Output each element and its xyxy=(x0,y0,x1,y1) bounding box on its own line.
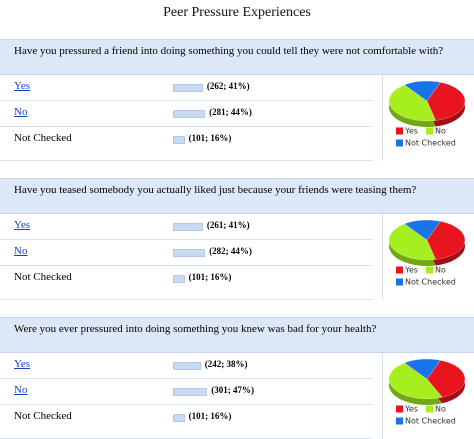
legend-label: Not Checked xyxy=(405,417,456,426)
option-row xyxy=(0,266,372,300)
pie-chart: Yes No Not Checked xyxy=(388,219,466,287)
legend-label: Yes xyxy=(404,266,418,275)
legend-swatch xyxy=(396,417,403,425)
pie-slice xyxy=(388,223,436,261)
option-row xyxy=(0,75,372,101)
result-text: (242; 38%) xyxy=(204,359,248,369)
legend-swatch xyxy=(396,278,403,286)
option-label: Not Checked xyxy=(14,271,72,283)
pie-panel: Yes No Not Checked xyxy=(382,214,469,300)
legend-label: Yes xyxy=(404,405,418,414)
result-text: (101; 16%) xyxy=(188,133,232,143)
legend-label: No xyxy=(435,405,446,414)
option-row xyxy=(0,240,372,266)
pie-slice xyxy=(426,82,466,121)
question-header: Have you pressured a friend into doing s… xyxy=(0,39,474,75)
question-header: Were you ever pressured into doing somet… xyxy=(0,317,474,353)
pie-slice xyxy=(426,221,466,260)
result-text: (261; 41%) xyxy=(206,220,250,230)
option-row xyxy=(0,353,372,379)
legend-label: Yes xyxy=(404,127,418,136)
result-bar xyxy=(173,84,203,92)
result-text: (301; 47%) xyxy=(211,385,255,395)
legend-label: No xyxy=(435,127,446,136)
pie-slice xyxy=(404,358,441,380)
result-bar xyxy=(173,223,203,231)
legend-swatch xyxy=(396,139,403,147)
pie-slice xyxy=(426,360,466,398)
legend-label: Not Checked xyxy=(405,139,456,148)
legend-swatch xyxy=(396,266,403,274)
option-row xyxy=(0,214,372,240)
legend-swatch xyxy=(396,405,403,413)
option-link[interactable]: No xyxy=(14,384,28,396)
pie-slice xyxy=(388,84,436,122)
legend-swatch xyxy=(426,405,433,413)
option-label: Not Checked xyxy=(14,410,72,422)
legend-swatch xyxy=(426,266,433,274)
result-bar xyxy=(173,362,201,370)
legend-label: No xyxy=(435,266,446,275)
legend-swatch xyxy=(426,127,433,135)
pie-chart: Yes No Not Checked xyxy=(388,358,466,426)
result-bar xyxy=(173,414,185,422)
legend-label: Not Checked xyxy=(405,278,456,287)
result-text: (101; 16%) xyxy=(188,272,232,282)
pie-slice xyxy=(404,80,441,102)
result-bar xyxy=(173,275,185,283)
option-row xyxy=(0,379,372,405)
option-row xyxy=(0,101,372,127)
result-text: (101; 16%) xyxy=(188,411,232,421)
option-link[interactable]: Yes xyxy=(14,80,31,92)
result-bar xyxy=(173,388,208,396)
pie-chart: Yes No Not Checked xyxy=(388,80,466,148)
question-header: Have you teased somebody you actually li… xyxy=(0,178,474,214)
pie-panel: Yes No Not Checked xyxy=(382,353,469,439)
option-link[interactable]: No xyxy=(14,106,28,118)
option-link[interactable]: Yes xyxy=(14,358,31,370)
result-text: (282; 44%) xyxy=(209,246,252,256)
pie-slice xyxy=(388,362,443,400)
legend-swatch xyxy=(396,127,403,135)
option-link[interactable]: Yes xyxy=(14,219,31,231)
pie-slice xyxy=(404,219,441,241)
option-link[interactable]: No xyxy=(14,245,28,257)
option-label: Not Checked xyxy=(14,132,72,144)
option-row xyxy=(0,127,372,161)
result-text: (281; 44%) xyxy=(209,107,252,117)
result-bar xyxy=(173,136,185,144)
result-bar xyxy=(173,110,206,118)
page-title: Peer Pressure Experiences xyxy=(163,5,311,20)
pie-panel: Yes No Not Checked xyxy=(382,75,469,161)
result-text: (262; 41%) xyxy=(206,81,250,91)
result-bar xyxy=(173,249,206,257)
